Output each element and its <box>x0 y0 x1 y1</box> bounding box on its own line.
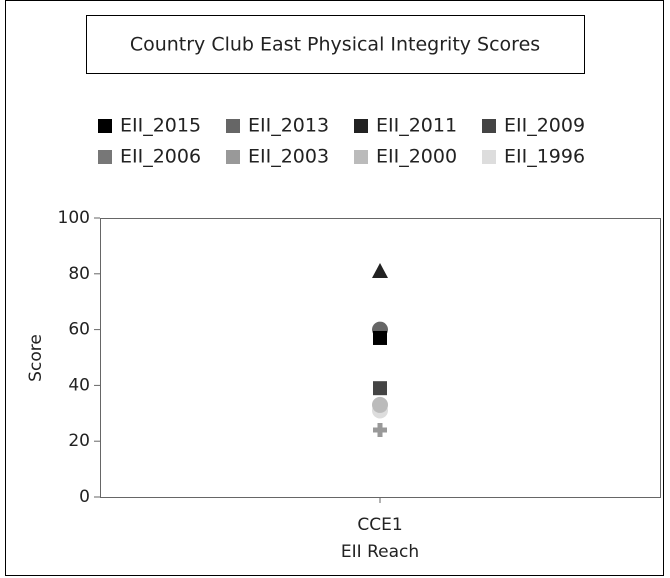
legend-label: EII_2003 <box>248 146 329 168</box>
y-tick-label: 100 <box>58 208 90 228</box>
legend-label: EII_2011 <box>376 115 457 137</box>
legend-label: EII_2006 <box>120 146 201 168</box>
legend-swatch <box>226 150 240 164</box>
legend-label: EII_1996 <box>504 146 585 168</box>
legend-swatch <box>226 119 240 133</box>
legend-label: EII_2015 <box>120 115 201 137</box>
point <box>373 330 387 345</box>
y-tick-label: 20 <box>68 431 90 451</box>
y-tick-label: 0 <box>79 487 90 507</box>
legend-swatch <box>354 119 368 133</box>
legend-label: EII_2013 <box>248 115 329 137</box>
point <box>372 396 388 413</box>
title-box <box>86 15 585 74</box>
point <box>373 423 387 438</box>
legend-swatch <box>482 119 496 133</box>
y-axis-label: Score <box>26 334 46 382</box>
legend-label: EII_2000 <box>376 146 457 168</box>
x-tick-label: CCE1 <box>357 515 402 535</box>
legend-swatch <box>98 150 112 164</box>
y-tick-label: 80 <box>68 264 90 284</box>
x-axis-label: EII Reach <box>341 542 419 562</box>
legend-swatch <box>354 150 368 164</box>
point <box>372 263 388 279</box>
legend-swatch <box>98 119 112 133</box>
legend-label: EII_2009 <box>504 115 585 137</box>
point <box>373 381 387 396</box>
y-tick-label: 40 <box>68 375 90 395</box>
plot-area <box>100 218 661 498</box>
chart-title: Country Club East Physical Integrity Sco… <box>130 34 540 56</box>
legend-swatch <box>482 150 496 164</box>
y-tick-label: 60 <box>68 320 90 340</box>
